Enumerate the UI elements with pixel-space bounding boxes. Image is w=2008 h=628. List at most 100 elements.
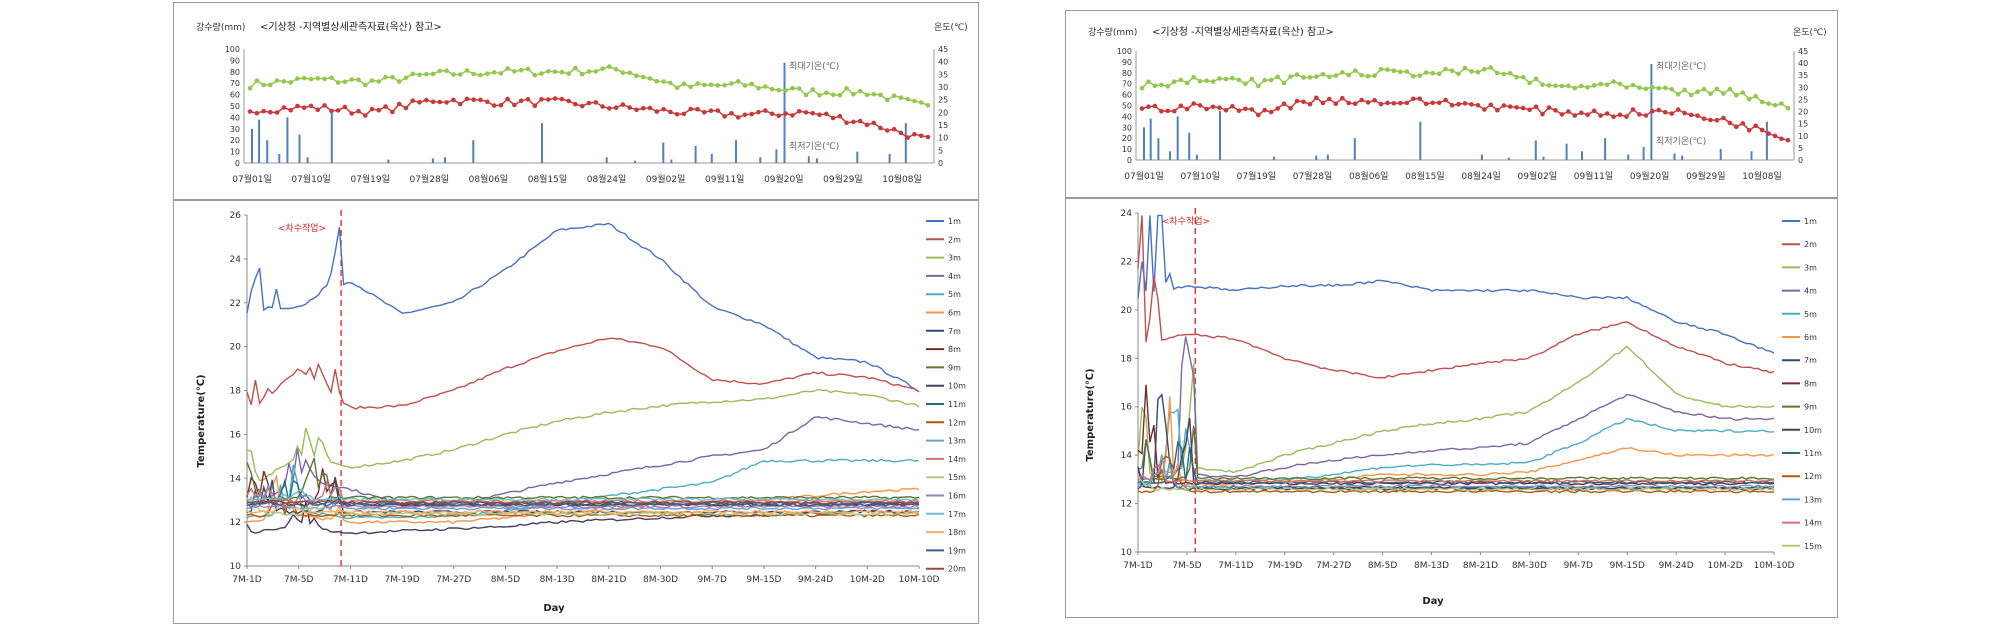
max-temp-point bbox=[905, 97, 910, 102]
y-tick-label: 18 bbox=[1121, 354, 1133, 364]
max-temp-point bbox=[1230, 75, 1235, 81]
max-temp-point bbox=[1721, 91, 1726, 96]
min-temp-point bbox=[539, 97, 544, 102]
min-temp-point bbox=[268, 109, 273, 115]
depth-line-19m bbox=[246, 498, 920, 507]
x-tick-label: 9M-15D bbox=[1610, 561, 1645, 571]
max-temp-point bbox=[1585, 85, 1590, 90]
max-temp-point bbox=[627, 70, 632, 76]
rain-bar bbox=[387, 159, 390, 163]
depth-line-2m bbox=[246, 337, 920, 410]
max-temp-point bbox=[573, 65, 578, 71]
max-temp-point bbox=[485, 71, 490, 76]
weather-plot-area bbox=[243, 49, 935, 164]
min-temp-point bbox=[1675, 107, 1681, 112]
min-temp-point bbox=[620, 102, 626, 107]
max-temp-point bbox=[1669, 87, 1674, 92]
day-x-ticks: 7M-1D 7M-5D 7M-11D 7M-19D 7M-27D 8M-5D 8M-13D 8… bbox=[232, 566, 939, 585]
max-temp-point bbox=[424, 72, 429, 77]
max-temp-point bbox=[783, 88, 788, 93]
min-temp-point bbox=[851, 119, 856, 125]
min-temp-point bbox=[1495, 107, 1500, 113]
max-temp-point bbox=[444, 68, 449, 73]
date-tick-label: 07월28일 bbox=[1293, 170, 1332, 182]
date-tick-label: 08월06일 bbox=[1349, 170, 1388, 182]
x-tick-label: 8M-5D bbox=[1368, 561, 1397, 571]
max-temp-point bbox=[403, 75, 409, 81]
max-temp-point bbox=[376, 79, 382, 84]
legend-label-10m: 10m bbox=[1804, 426, 1822, 435]
max-temp-point bbox=[1495, 70, 1500, 76]
min-temp-point bbox=[410, 98, 415, 103]
min-temp-point bbox=[403, 105, 409, 111]
max-temp-point bbox=[1553, 83, 1558, 88]
max-temp-point bbox=[878, 92, 883, 98]
min-temp-point bbox=[722, 114, 727, 119]
rain-bar bbox=[662, 142, 665, 163]
rain-bar bbox=[1719, 149, 1722, 160]
depth-line-14m bbox=[1137, 463, 1775, 483]
min-temp-point bbox=[857, 118, 863, 124]
min-temp-point bbox=[742, 112, 748, 118]
max-temp-point bbox=[885, 97, 890, 103]
min-temp-point bbox=[1378, 101, 1384, 107]
rain-bar bbox=[1143, 127, 1145, 160]
rain-tick-label: 10 bbox=[230, 148, 240, 157]
temp-axis-ticks: 0 5 10 15 20 25 30 35 40 45 bbox=[1798, 47, 1808, 165]
min-temp-point bbox=[396, 101, 402, 107]
max-temp-point bbox=[342, 79, 348, 84]
rain-bar bbox=[1419, 121, 1422, 160]
temp-axis-label: 온도(℃) bbox=[934, 22, 968, 33]
max-temp-point bbox=[735, 79, 741, 84]
y-tick-label: 24 bbox=[1121, 209, 1133, 219]
min-temp-point bbox=[1320, 100, 1326, 106]
max-temp-point bbox=[1404, 69, 1410, 74]
rain-tick-label: 30 bbox=[1122, 123, 1132, 132]
max-temp-point bbox=[1314, 74, 1319, 79]
min-temp-point bbox=[1727, 120, 1733, 126]
min-temp-point bbox=[512, 102, 517, 108]
max-temp-point bbox=[1579, 83, 1584, 89]
y-tick-label: 10 bbox=[230, 562, 242, 572]
rain-bar bbox=[266, 140, 269, 163]
max-temp-point bbox=[512, 69, 517, 74]
min-temp-point bbox=[1507, 104, 1513, 109]
legend-label-2m: 2m bbox=[948, 235, 961, 244]
legend-label-3m: 3m bbox=[1804, 263, 1817, 272]
max-temp-point bbox=[1637, 85, 1642, 90]
max-temp-point bbox=[634, 73, 639, 78]
max-temp-point bbox=[363, 82, 368, 88]
rain-tick-label: 60 bbox=[230, 91, 240, 100]
rain-bar bbox=[807, 156, 810, 163]
min-temp-point bbox=[1591, 108, 1597, 114]
min-temp-point bbox=[634, 107, 639, 113]
x-tick-label: 8M-13D bbox=[1414, 561, 1449, 571]
min-temp-point bbox=[824, 111, 829, 117]
min-temp-point bbox=[837, 113, 843, 119]
max-temp-point bbox=[322, 76, 327, 82]
max-temp-point bbox=[613, 67, 619, 72]
max-temp-point bbox=[478, 72, 483, 78]
min-temp-point bbox=[1184, 106, 1190, 112]
min-temp-point bbox=[1559, 112, 1565, 117]
max-temp-point bbox=[620, 70, 626, 75]
rain-bar bbox=[1765, 121, 1768, 160]
min-temp-point bbox=[1663, 109, 1668, 115]
date-tick-label: 10월08일 bbox=[882, 173, 921, 185]
max-temp-point bbox=[356, 77, 361, 83]
min-temp-point bbox=[1436, 100, 1442, 106]
min-temp-point bbox=[1746, 128, 1752, 133]
x-tick-label: 7M-19D bbox=[1267, 561, 1302, 571]
rain-bar bbox=[1480, 154, 1483, 161]
max-temp-point bbox=[1462, 65, 1468, 71]
max-temp-point bbox=[471, 71, 477, 77]
rain-bar bbox=[904, 123, 907, 163]
max-temp-point bbox=[1243, 81, 1248, 87]
temperature-y-ticks: 10 12 14 16 18 20 22 24 bbox=[1121, 209, 1138, 558]
max-temp-point bbox=[539, 71, 544, 76]
temp-tick-label: 0 bbox=[1798, 156, 1803, 165]
rain-bar bbox=[605, 157, 608, 163]
max-temp-point bbox=[1378, 66, 1384, 72]
max-temp-point bbox=[1359, 73, 1364, 78]
